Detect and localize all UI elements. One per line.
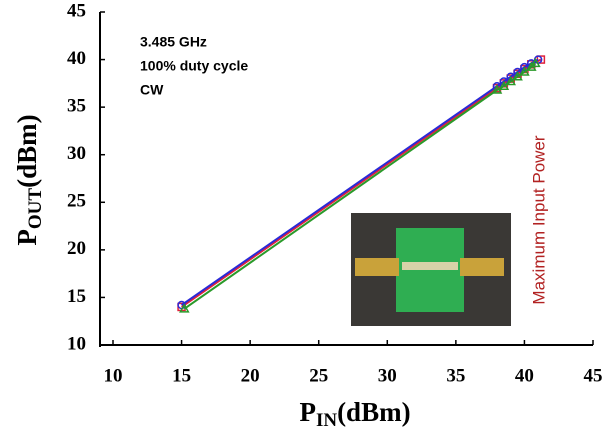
marker bbox=[519, 66, 530, 76]
marker bbox=[505, 75, 517, 86]
y-tick-label: 20 bbox=[67, 238, 86, 259]
x-tick-label: 35 bbox=[446, 365, 465, 386]
annotation: 3.485 GHz bbox=[140, 34, 207, 50]
y-tick-label: 40 bbox=[67, 48, 86, 69]
x-tick-label: 15 bbox=[172, 365, 191, 386]
x-tick-label: 40 bbox=[515, 365, 534, 386]
y-tick-label: 30 bbox=[67, 143, 86, 164]
limit-label: Maximum Input Power bbox=[529, 135, 548, 304]
x-tick-label: 45 bbox=[584, 365, 603, 386]
marker bbox=[498, 80, 510, 90]
marker bbox=[499, 77, 509, 86]
marker bbox=[520, 62, 529, 72]
y-tick-label: 45 bbox=[67, 0, 86, 21]
marker bbox=[530, 57, 541, 68]
x-tick-label: 10 bbox=[104, 365, 123, 386]
x-tick-label: 20 bbox=[241, 365, 260, 386]
marker bbox=[506, 72, 515, 81]
annotation: 100% duty cycle bbox=[140, 58, 248, 74]
marker bbox=[513, 67, 522, 77]
x-tick-label: 25 bbox=[309, 365, 328, 386]
x-axis-label: PIN(dBm) bbox=[299, 397, 410, 431]
marker bbox=[512, 71, 523, 81]
x-tick-label: 30 bbox=[378, 365, 397, 386]
y-axis-label: POUT(dBm) bbox=[12, 114, 46, 245]
pcb-photo bbox=[351, 213, 511, 326]
marker bbox=[179, 303, 190, 313]
annotation: CW bbox=[140, 82, 164, 98]
y-tick-label: 25 bbox=[67, 191, 86, 212]
y-tick-label: 35 bbox=[67, 96, 86, 117]
y-tick-label: 15 bbox=[67, 286, 86, 307]
y-tick-label: 10 bbox=[67, 333, 86, 354]
